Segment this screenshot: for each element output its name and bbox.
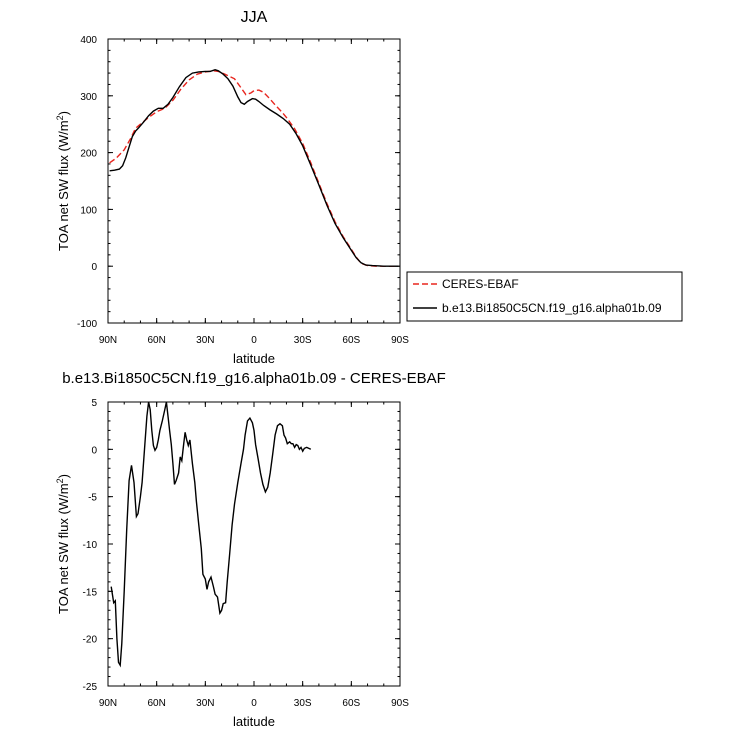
- y-axis-label: TOA net SW flux (W/m2): [55, 474, 71, 614]
- y-axis-label-close: ): [56, 111, 71, 115]
- x-tick-label: 30S: [294, 335, 312, 346]
- chart-panel-1: JJA -100 0 100 200 300 400 90N 60N 30N 0 30S 60S 90S l…: [55, 9, 683, 366]
- x-tick-label: 30S: [294, 698, 312, 709]
- y-tick-label: -25: [83, 682, 98, 693]
- y-tick-label: 5: [91, 398, 97, 409]
- plot-frame: [107, 401, 401, 687]
- y-tick-label: 400: [80, 35, 97, 46]
- y-axis-label-main: TOA net SW flux (W/m: [56, 483, 71, 614]
- legend: CERES-EBAF b.e13.Bi1850C5CN.f19_g16.alpha…: [406, 271, 683, 322]
- y-tick-label: -15: [83, 587, 98, 598]
- y-tick-label: -10: [83, 540, 98, 551]
- y-tick-label: -20: [83, 635, 98, 646]
- y-tick-label: -5: [88, 493, 97, 504]
- series-line-2: [109, 68, 399, 267]
- y-axis-label-superscript: 2: [55, 115, 65, 120]
- y-tick-label: 300: [80, 92, 97, 103]
- x-tick-label: 60S: [342, 698, 360, 709]
- x-axis-label: latitude: [233, 714, 275, 729]
- y-tick-label: 100: [80, 205, 97, 216]
- legend-label-1: CERES-EBAF: [442, 277, 519, 291]
- x-tick-label: 90S: [391, 335, 409, 346]
- y-tick-label: 0: [91, 445, 97, 456]
- y-tick-label: 0: [91, 262, 97, 273]
- series-line-1: [109, 70, 399, 267]
- x-tick-label: 30N: [196, 335, 214, 346]
- x-tick-label: 60N: [147, 335, 165, 346]
- x-tick-label: 90S: [391, 698, 409, 709]
- y-tick-label: 200: [80, 149, 97, 160]
- chart-panel-2: b.e13.Bi1850C5CN.f19_g16.alpha01b.09 - C…: [55, 370, 446, 729]
- legend-label-2: b.e13.Bi1850C5CN.f19_g16.alpha01b.09: [442, 301, 662, 315]
- x-tick-label: 0: [251, 335, 257, 346]
- legend-box: [406, 271, 683, 322]
- x-tick-label: 60N: [147, 698, 165, 709]
- plot-frame: [107, 38, 401, 324]
- y-axis-label: TOA net SW flux (W/m2): [55, 111, 71, 251]
- x-tick-label: 90N: [99, 698, 117, 709]
- y-tick-label: -100: [77, 319, 97, 330]
- series-line-1: [110, 402, 312, 668]
- x-tick-label: 90N: [99, 335, 117, 346]
- x-tick-label: 0: [251, 698, 257, 709]
- x-tick-label: 30N: [196, 698, 214, 709]
- y-axis-label-superscript: 2: [55, 478, 65, 483]
- y-axis-label-close: ): [56, 474, 71, 478]
- chart-title: JJA: [241, 9, 268, 26]
- y-axis-label-main: TOA net SW flux (W/m: [56, 120, 71, 251]
- x-tick-label: 60S: [342, 335, 360, 346]
- chart-title: b.e13.Bi1850C5CN.f19_g16.alpha01b.09 - C…: [62, 370, 446, 387]
- x-axis-label: latitude: [233, 351, 275, 366]
